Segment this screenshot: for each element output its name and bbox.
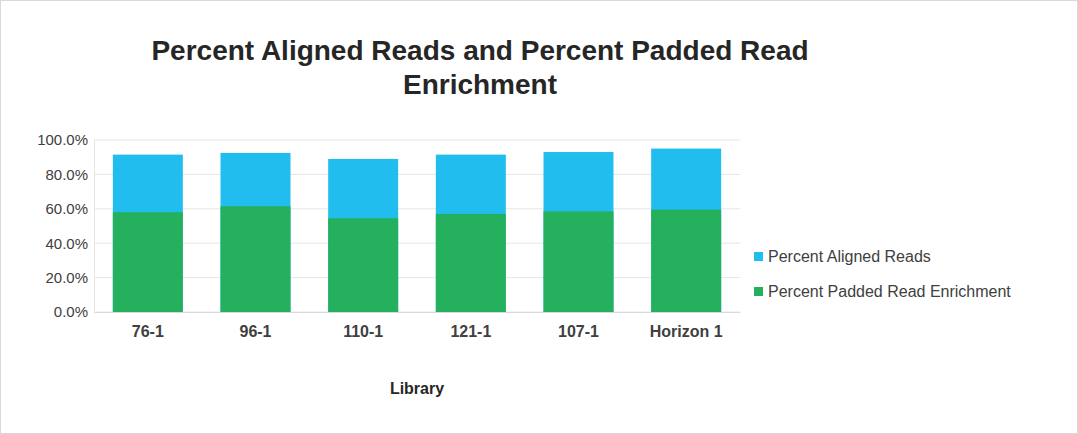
y-axis-line bbox=[94, 141, 95, 313]
x-tick-label: 110-1 bbox=[343, 323, 383, 340]
x-tick: 96-1 bbox=[239, 312, 271, 340]
bar bbox=[544, 211, 614, 312]
x-tick-label: 96-1 bbox=[239, 323, 271, 340]
y-tick-label: 0.0% bbox=[54, 303, 88, 320]
grid bbox=[94, 140, 740, 312]
bar bbox=[651, 210, 721, 312]
y-tick-label: 80.0% bbox=[45, 166, 88, 183]
grid-line bbox=[94, 243, 740, 244]
legend-label: Percent Aligned Reads bbox=[768, 248, 931, 265]
bar bbox=[544, 152, 614, 312]
y-tick: 0.0% bbox=[54, 303, 94, 320]
bar bbox=[113, 155, 183, 312]
bar bbox=[221, 206, 291, 312]
bar bbox=[436, 155, 506, 312]
grid-line bbox=[94, 140, 740, 141]
x-tick: 121-1 bbox=[450, 312, 491, 340]
bar bbox=[221, 153, 291, 312]
legend-label: Percent Padded Read Enrichment bbox=[768, 283, 1011, 300]
y-tick-label: 60.0% bbox=[45, 200, 88, 217]
bar bbox=[436, 214, 506, 312]
y-tick: 80.0% bbox=[45, 166, 94, 183]
chart: Percent Aligned Reads and Percent Padded… bbox=[0, 0, 1078, 434]
y-tick: 40.0% bbox=[45, 235, 94, 252]
chart-frame bbox=[1, 1, 1078, 434]
x-tick-label: Horizon 1 bbox=[650, 323, 723, 340]
title-line: Enrichment bbox=[403, 69, 557, 100]
grid-line bbox=[94, 277, 740, 278]
y-tick: 100.0% bbox=[37, 131, 94, 148]
bar bbox=[113, 212, 183, 312]
legend: Percent Aligned Reads Percent Padded Read… bbox=[754, 248, 1011, 300]
x-tick: 107-1 bbox=[558, 312, 599, 340]
y-tick-label: 100.0% bbox=[37, 131, 88, 148]
x-axis: 76-1 96-1 110-1 121-1 107-1 Horizon 1 bbox=[95, 312, 741, 340]
y-tick-label: 40.0% bbox=[45, 235, 88, 252]
x-tick-label: 121-1 bbox=[450, 323, 491, 340]
bar bbox=[651, 149, 721, 312]
y-tick-label: 20.0% bbox=[45, 269, 88, 286]
x-tick: 76-1 bbox=[132, 312, 164, 340]
x-axis-line bbox=[95, 312, 741, 313]
grid-line bbox=[94, 174, 740, 175]
bar bbox=[328, 159, 398, 312]
y-tick: 20.0% bbox=[45, 269, 94, 286]
bars bbox=[113, 149, 721, 312]
legend-swatch bbox=[754, 287, 763, 296]
title: Percent Aligned Reads and Percent Padded… bbox=[151, 35, 808, 100]
y-tick: 60.0% bbox=[45, 200, 94, 217]
x-tick: 110-1 bbox=[343, 312, 383, 340]
grid-line bbox=[94, 312, 740, 313]
x-tick-label: 107-1 bbox=[558, 323, 599, 340]
grid-line bbox=[94, 208, 740, 209]
legend-swatch bbox=[754, 252, 763, 261]
bar bbox=[328, 218, 398, 312]
title-line: Percent Aligned Reads and Percent Padded… bbox=[151, 35, 808, 66]
y-axis: 0.0% 20.0% 40.0% 60.0% 80.0% 100.0% bbox=[37, 131, 94, 320]
x-tick: Horizon 1 bbox=[650, 312, 723, 340]
x-axis-title: Library bbox=[390, 380, 444, 397]
x-tick-label: 76-1 bbox=[132, 323, 164, 340]
